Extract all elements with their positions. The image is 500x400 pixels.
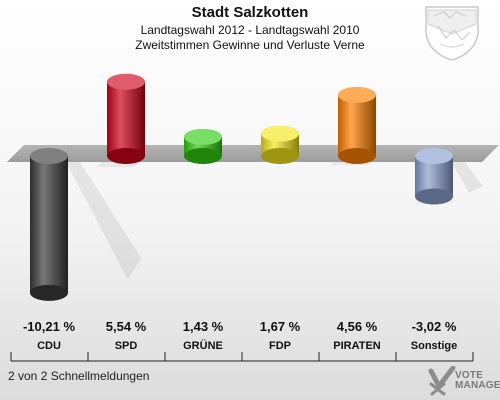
category-label-fdp: FDP bbox=[269, 340, 291, 352]
bar-grüne bbox=[184, 128, 222, 164]
category-label-cdu: CDU bbox=[37, 340, 61, 352]
bar-bottom-cap bbox=[415, 188, 453, 205]
bar-top-cap bbox=[30, 148, 68, 164]
category-label-sonstige: Sonstige bbox=[411, 340, 457, 352]
brand-line-1: VOTE bbox=[455, 370, 484, 381]
votemanager-logo-icon bbox=[428, 366, 456, 396]
bar-body bbox=[107, 81, 145, 156]
category-label-piraten: PIRATEN bbox=[333, 340, 381, 352]
value-label-spd: 5,54 % bbox=[106, 319, 147, 334]
category-label-spd: SPD bbox=[115, 340, 138, 352]
bar-piraten bbox=[338, 86, 376, 164]
bar-sonstige bbox=[415, 148, 453, 205]
value-label-piraten: 4,56 % bbox=[337, 319, 378, 334]
bar-bottom-cap bbox=[184, 148, 222, 164]
value-label-grüne: 1,43 % bbox=[183, 319, 224, 334]
footer-note: 2 von 2 Schnellmeldungen bbox=[8, 369, 150, 383]
chart-subtitle: Landtagswahl 2012 - Landtagswahl 2010 bbox=[140, 23, 360, 37]
bar-top-cap bbox=[184, 128, 222, 145]
chart-subtitle-2: Zweitstimmen Gewinne und Verluste Verne bbox=[135, 38, 365, 52]
bar-bottom-cap bbox=[261, 148, 299, 164]
category-label-grüne: GRÜNE bbox=[183, 339, 223, 352]
bar-body bbox=[30, 156, 68, 293]
brand-line-2: MANAGER bbox=[455, 380, 500, 391]
bar-fdp bbox=[261, 125, 299, 164]
value-label-sonstige: -3,02 % bbox=[412, 319, 457, 334]
bar-spd bbox=[107, 73, 145, 164]
bar-top-cap bbox=[261, 125, 299, 142]
bar-top-cap bbox=[338, 86, 376, 103]
coat-of-arms-icon bbox=[425, 6, 479, 61]
bar-bottom-cap bbox=[107, 148, 145, 164]
votemanager-logo-text: VOTE MANAGER bbox=[455, 371, 500, 391]
bar-body bbox=[338, 94, 376, 156]
bar-bottom-cap bbox=[30, 284, 68, 301]
bar-cdu bbox=[30, 148, 68, 301]
bar-shadow bbox=[66, 162, 142, 280]
bar-top-cap bbox=[415, 148, 453, 164]
bar-shadow bbox=[451, 162, 484, 193]
chart-title: Stadt Salzkotten bbox=[191, 4, 309, 21]
value-label-fdp: 1,67 % bbox=[260, 319, 301, 334]
bar-top-cap bbox=[107, 73, 145, 90]
bar-bottom-cap bbox=[338, 148, 376, 164]
value-label-cdu: -10,21 % bbox=[23, 319, 75, 334]
